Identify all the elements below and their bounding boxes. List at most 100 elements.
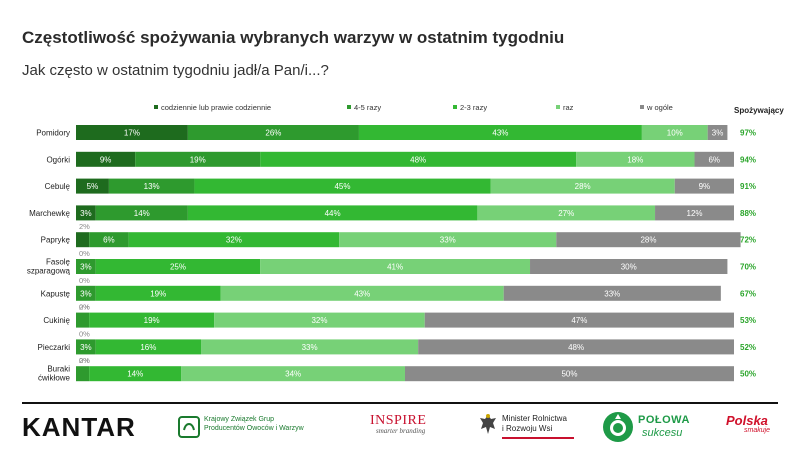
kzgpow-line1: Krajowy Związek Grup (204, 416, 275, 423)
data-label: 17% (124, 129, 140, 138)
bar-segment (358, 125, 642, 140)
data-label: 12% (687, 209, 703, 218)
data-label: 48% (410, 155, 426, 164)
bar-segment (405, 366, 734, 382)
data-label: 33% (302, 343, 318, 352)
data-label: 3% (80, 289, 92, 298)
legend-swatch (453, 105, 457, 109)
data-label-small: 2% (79, 356, 90, 365)
data-label: 14% (127, 370, 143, 379)
bar-segment (490, 178, 675, 194)
bar-segment (108, 178, 195, 194)
data-label-small: 0% (79, 329, 90, 338)
consuming-value: 97% (740, 129, 756, 138)
chart-subtitle: Jak często w ostatnim tygodniu jadł/a Pa… (22, 62, 329, 79)
inspire-name: INSPIRE (370, 413, 427, 428)
data-label: 3% (80, 343, 92, 352)
bar-segment (424, 312, 734, 328)
bar-segment (220, 285, 504, 301)
ministry-red-bar (502, 437, 574, 439)
bar-segment (76, 339, 96, 355)
category-label: Buraki (47, 365, 70, 374)
bar-segment (260, 151, 577, 167)
bar-segment (128, 232, 340, 248)
category-label: Ogórki (46, 155, 70, 164)
bar-segment (76, 285, 96, 301)
polowa-tagline: sukcesu (642, 427, 683, 439)
data-label: 25% (170, 263, 186, 272)
data-label: 14% (134, 209, 150, 218)
data-label: 32% (226, 236, 242, 245)
inspire-logo: INSPIRE smarter branding (370, 413, 440, 441)
legend-label: raz (563, 103, 574, 112)
category-label: Pomidory (36, 129, 70, 138)
inspire-tagline: smarter branding (376, 427, 426, 435)
data-label: 9% (699, 182, 711, 191)
bar-segment (556, 232, 741, 248)
bar-segment (214, 312, 425, 328)
bar-segment (76, 151, 136, 167)
legend-swatch (640, 105, 644, 109)
bar-segment (76, 178, 109, 194)
data-label: 19% (190, 155, 206, 164)
bar-segment (503, 285, 721, 301)
data-label-small: 0% (79, 356, 90, 365)
category-label: Pieczarki (38, 343, 71, 352)
bar-segment (655, 205, 734, 221)
bar-segment (641, 125, 708, 140)
bar-segment (260, 259, 531, 274)
legend-label: w ogóle (646, 103, 673, 112)
bar-segment (674, 178, 734, 194)
bar-segment (95, 259, 261, 274)
consuming-value: 94% (740, 155, 756, 164)
bar-segment (95, 205, 188, 221)
kzgpow-line2: Producentów Owoców i Warzyw (204, 425, 304, 432)
bar-segment (576, 151, 695, 167)
bar-segment (76, 232, 90, 248)
ministry-logo: Minister Rolnictwa i Rozwoju Wsi (478, 412, 578, 440)
data-label: 33% (604, 289, 620, 298)
eagle-emblem-icon (480, 414, 496, 434)
bar-segment (76, 312, 90, 328)
data-label: 26% (265, 129, 281, 138)
data-label: 18% (627, 155, 643, 164)
bar-segment (76, 259, 96, 274)
data-label: 47% (571, 316, 587, 325)
bar-segment (187, 205, 478, 221)
data-label: 34% (285, 370, 301, 379)
bar-segment (418, 339, 734, 355)
data-label: 48% (568, 343, 584, 352)
legend-label: 4-5 razy (354, 103, 381, 112)
category-label: Marchewkę (29, 209, 70, 218)
bar-segment (181, 366, 405, 382)
bar-segment (89, 312, 215, 328)
bar-segment (694, 151, 734, 167)
bar-segment (95, 285, 221, 301)
data-label: 16% (140, 343, 156, 352)
polowa-sukcesu-logo: POŁOWA sukcesu (602, 410, 698, 444)
bar-segment (89, 366, 182, 382)
data-label: 33% (440, 236, 456, 245)
legend-swatch (347, 105, 351, 109)
data-label: 13% (144, 182, 160, 191)
polska-name: Polska (726, 413, 768, 428)
data-label: 43% (354, 289, 370, 298)
bar-segment (89, 232, 129, 248)
bar-segment (339, 232, 557, 248)
consuming-value: 70% (740, 263, 756, 272)
kzgpow-emblem-icon (178, 416, 200, 438)
data-label: 45% (334, 182, 350, 191)
legend-label: codziennie lub prawie codziennie (161, 103, 271, 112)
data-label: 44% (325, 209, 341, 218)
category-label: Fasolę (46, 258, 71, 267)
category-label: Kapustę (41, 289, 71, 298)
legend-swatch (556, 105, 560, 109)
consuming-value: 72% (740, 236, 756, 245)
data-label: 32% (311, 316, 327, 325)
data-label-small: 0% (79, 249, 90, 258)
consuming-value: 52% (740, 343, 756, 352)
data-label-small: 0% (79, 303, 90, 312)
kzgpow-logo: Krajowy Związek Grup Producentów Owoców … (178, 414, 338, 440)
data-label: 3% (80, 209, 92, 218)
data-label: 6% (103, 236, 115, 245)
